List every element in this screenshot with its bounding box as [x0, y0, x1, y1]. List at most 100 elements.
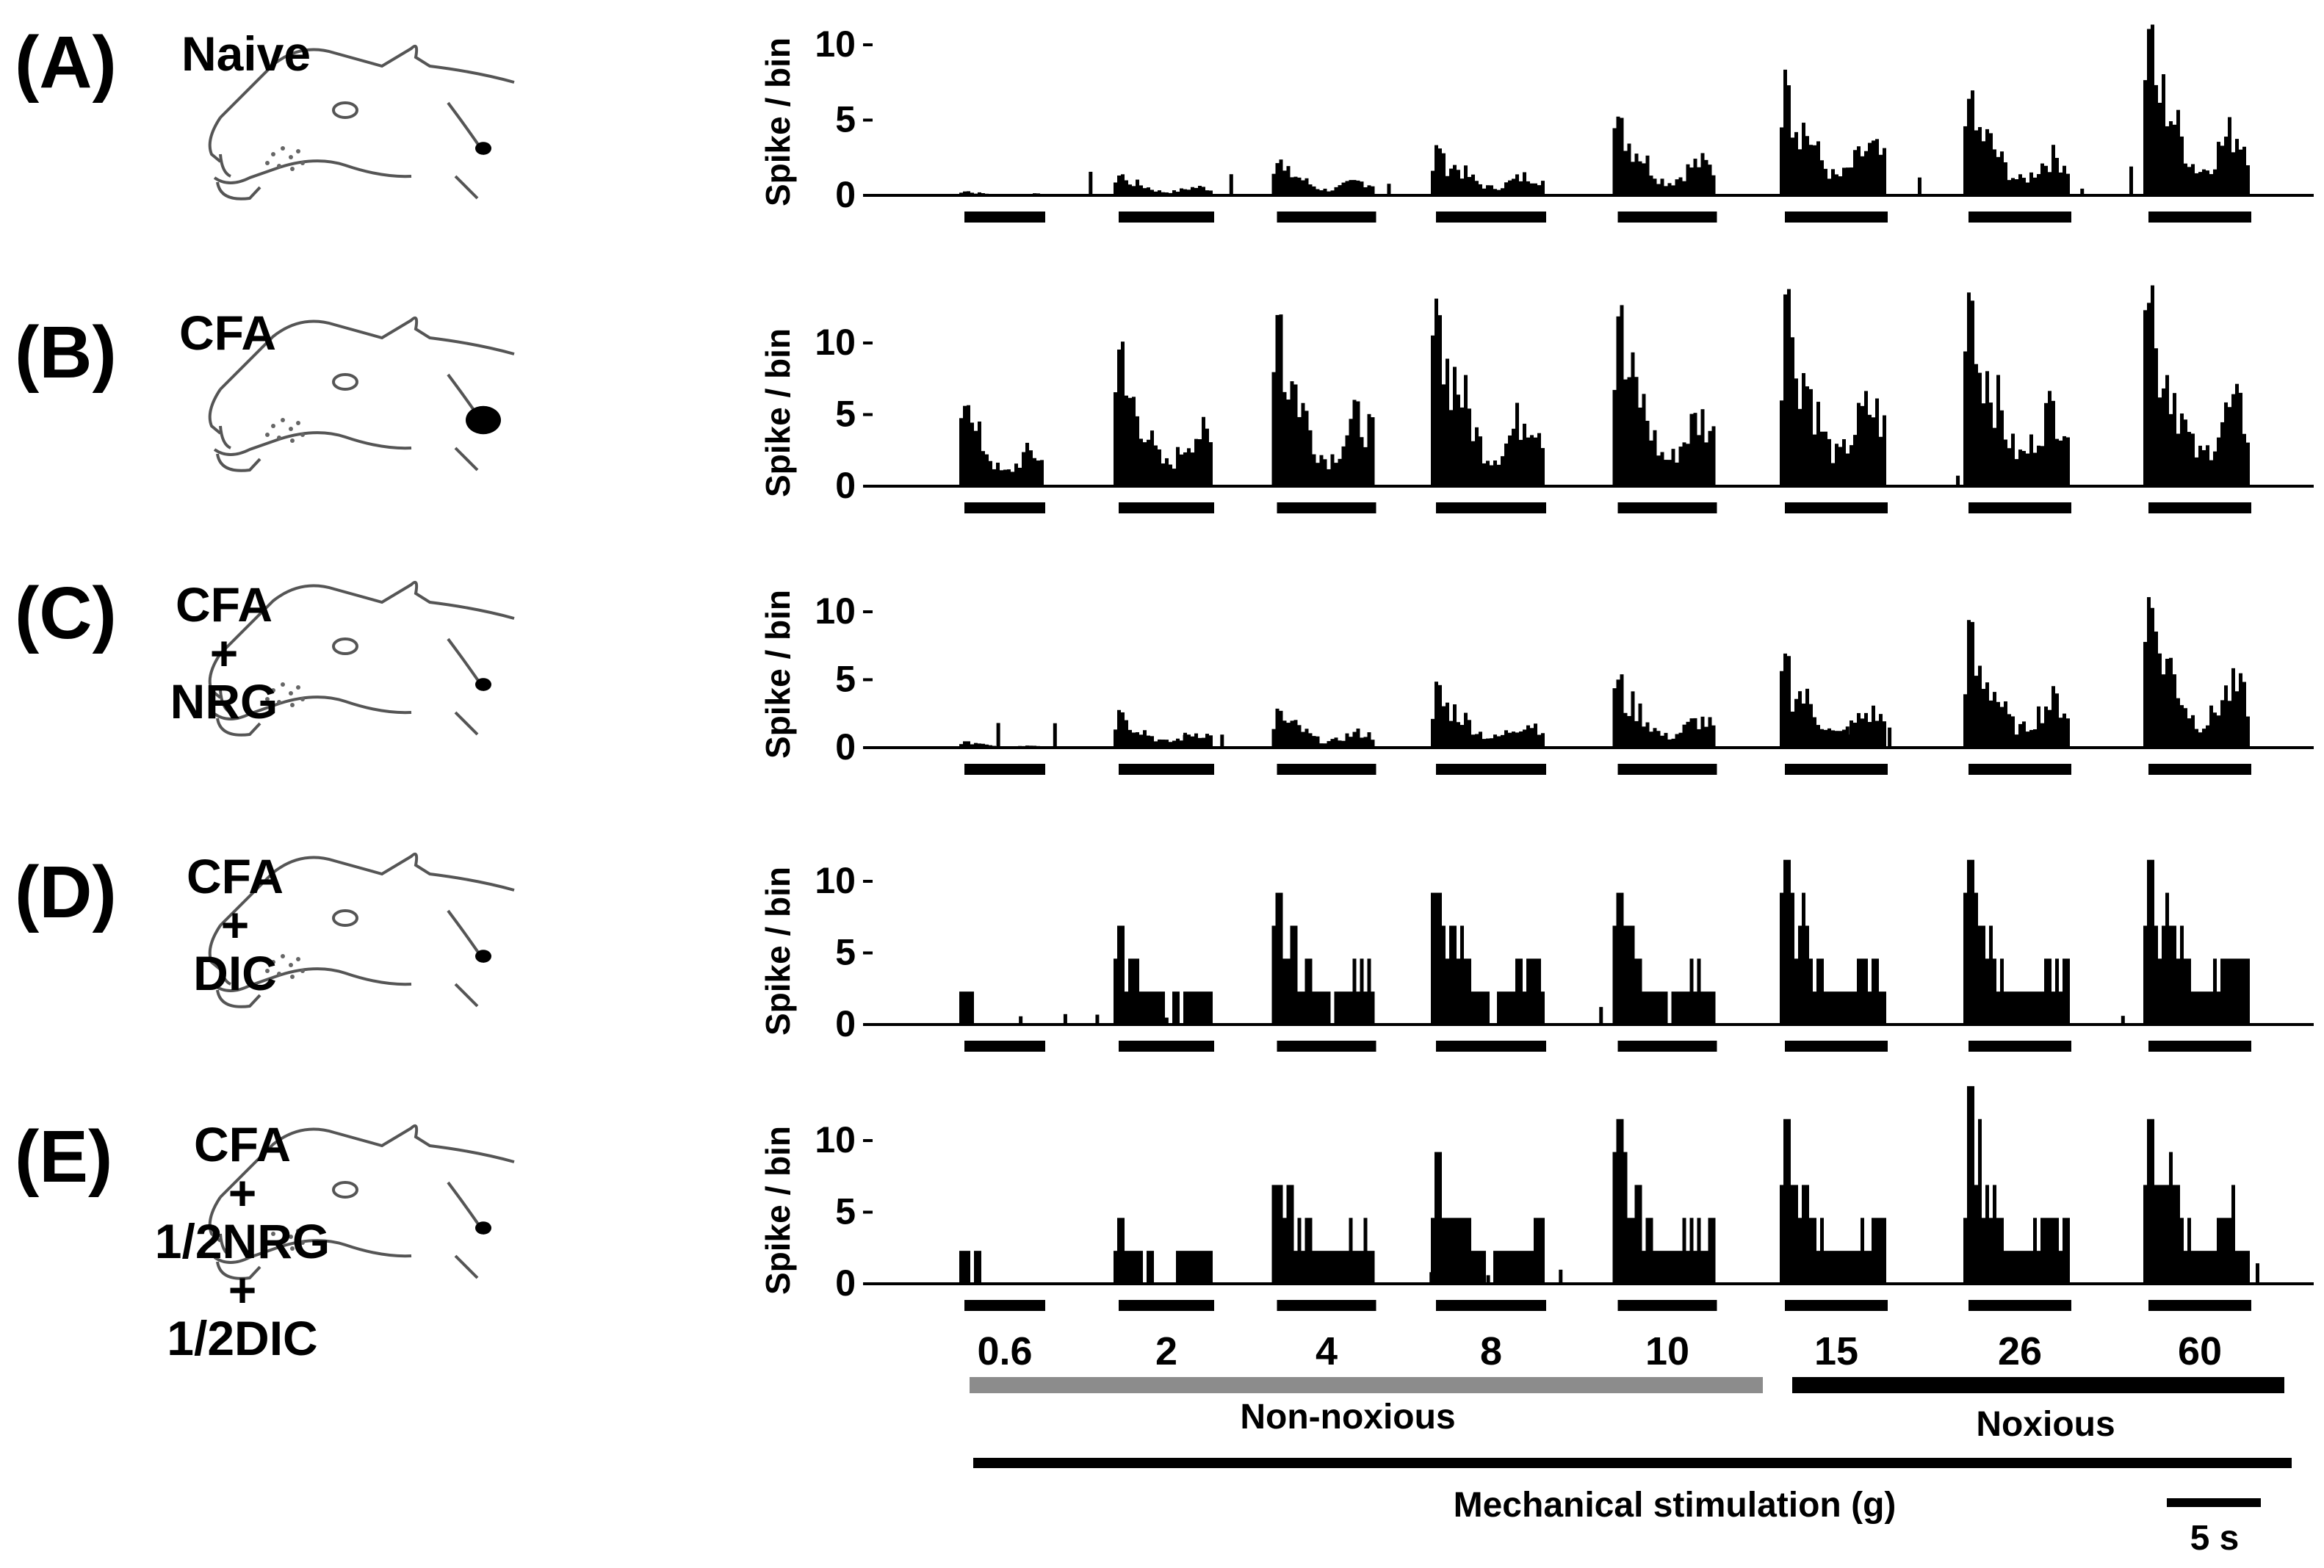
psth-bar	[2220, 422, 2224, 486]
psth-bar	[2151, 1119, 2154, 1284]
psth-bar	[1323, 459, 1327, 486]
psth-bar	[2235, 691, 2239, 748]
psth-bar	[2239, 1251, 2242, 1284]
psth-bar	[1802, 703, 1805, 748]
psth-bar	[1805, 925, 1809, 1025]
psth-bar	[1530, 728, 1534, 748]
psth-bar	[1018, 467, 1022, 486]
x-category-label: 10	[1645, 1329, 1689, 1373]
psth-bar	[1161, 192, 1165, 195]
psth-bar	[1809, 389, 1813, 486]
psth-bar	[1275, 708, 1280, 748]
psth-bar	[2044, 706, 2048, 748]
spontaneous-spike	[1599, 1007, 1603, 1025]
psth-bar	[1689, 413, 1694, 486]
stimulus-marker	[1617, 764, 1717, 775]
psth-bar	[1868, 142, 1872, 195]
psth-bar	[1660, 178, 1664, 195]
psth-bar	[1468, 408, 1471, 486]
y-axis-label: Spike / bin	[759, 1126, 797, 1295]
psth-bar	[1176, 738, 1180, 748]
psth-bar	[1172, 740, 1176, 748]
psth-bar	[1537, 1218, 1541, 1284]
psth-bar	[2055, 438, 2059, 486]
psth-bar	[1638, 1185, 1642, 1284]
psth-bar	[1820, 729, 1824, 748]
psth-bar	[1963, 694, 1967, 748]
psth-bar	[1271, 1185, 1276, 1284]
stimulus-marker	[1277, 212, 1376, 223]
psth-bar	[1435, 298, 1438, 486]
psth-bar	[1352, 400, 1357, 486]
y-tick-label: 10	[815, 24, 856, 65]
psth-bar	[2055, 1218, 2059, 1284]
psth-bar	[974, 1251, 978, 1284]
psth-bar	[2246, 442, 2250, 486]
stimulus-marker	[2148, 502, 2251, 513]
stimulus-marker	[1968, 502, 2071, 513]
psth-bar	[1132, 1251, 1136, 1284]
psth-bar	[2228, 117, 2231, 195]
group-label-line: Naive	[181, 26, 311, 81]
psth-bar	[1616, 116, 1620, 195]
psth-bar	[1297, 416, 1302, 486]
psth-bar	[2184, 1251, 2187, 1284]
psth-bar	[2055, 958, 2059, 1025]
psth-bar	[1861, 405, 1864, 486]
psth-bar	[1033, 458, 1036, 486]
psth-bar	[1985, 129, 1989, 195]
psth-bar	[2026, 1251, 2029, 1284]
psth-bar	[1963, 1218, 1967, 1284]
psth-bar	[2000, 151, 2004, 195]
y-tick-label: 10	[815, 860, 856, 901]
psth-bar	[1136, 179, 1139, 195]
psth-bar	[2051, 145, 2055, 195]
psth-bar	[1708, 430, 1712, 486]
psth-bar	[2048, 1218, 2051, 1284]
spontaneous-spike	[1437, 166, 1442, 195]
group-label-line: CFA	[194, 1117, 291, 1171]
psth-bar	[1850, 720, 1853, 748]
psth-bar	[1631, 925, 1635, 1025]
spontaneous-spike	[1183, 734, 1187, 748]
psth-bar	[1198, 439, 1202, 486]
psth-bar	[1202, 991, 1205, 1025]
psth-bar	[1501, 456, 1504, 486]
psth-bar	[1183, 189, 1187, 195]
psth-bar	[1442, 153, 1446, 195]
psth-bar	[1125, 720, 1128, 748]
psth-bar	[1842, 1251, 1846, 1284]
psth-bar-group-0.6	[959, 991, 974, 1025]
psth-bar	[1114, 729, 1117, 748]
psth-bar	[1275, 892, 1280, 1025]
psth-bar	[1861, 718, 1864, 748]
psth-bar	[1330, 739, 1335, 748]
psth-bar	[1205, 1251, 1209, 1284]
psth-bar-group-26	[1963, 620, 2070, 748]
psth-bar	[1121, 342, 1125, 486]
psth-bar	[1438, 684, 1442, 748]
psth-bar-group-8	[1431, 1152, 1545, 1284]
psth-bar	[1271, 372, 1276, 486]
psth-bar	[1029, 450, 1033, 486]
psth-bar	[1971, 90, 1974, 195]
psth-bar	[1634, 720, 1639, 748]
psth-bar	[1612, 389, 1617, 486]
psth-bar	[1791, 337, 1794, 486]
psth-bar	[1813, 1218, 1816, 1284]
mechanical-stimulation-bar	[973, 1458, 2292, 1468]
psth-bar	[1831, 169, 1835, 195]
psth-bar	[1290, 381, 1294, 486]
psth-bar	[2231, 394, 2235, 486]
psth-bar	[1675, 1251, 1679, 1284]
stimulus-marker	[1785, 1041, 1888, 1052]
psth-bar	[1308, 958, 1313, 1025]
stimulus-marker	[964, 764, 1045, 775]
psth-bar	[1352, 958, 1357, 1025]
psth-bar	[1180, 454, 1183, 486]
psth-bar	[1530, 435, 1534, 486]
psth-bar	[1989, 700, 1993, 748]
psth-bar	[2154, 348, 2158, 486]
psth-bar	[2015, 179, 2018, 195]
psth-bar-group-4	[1271, 1185, 1375, 1284]
